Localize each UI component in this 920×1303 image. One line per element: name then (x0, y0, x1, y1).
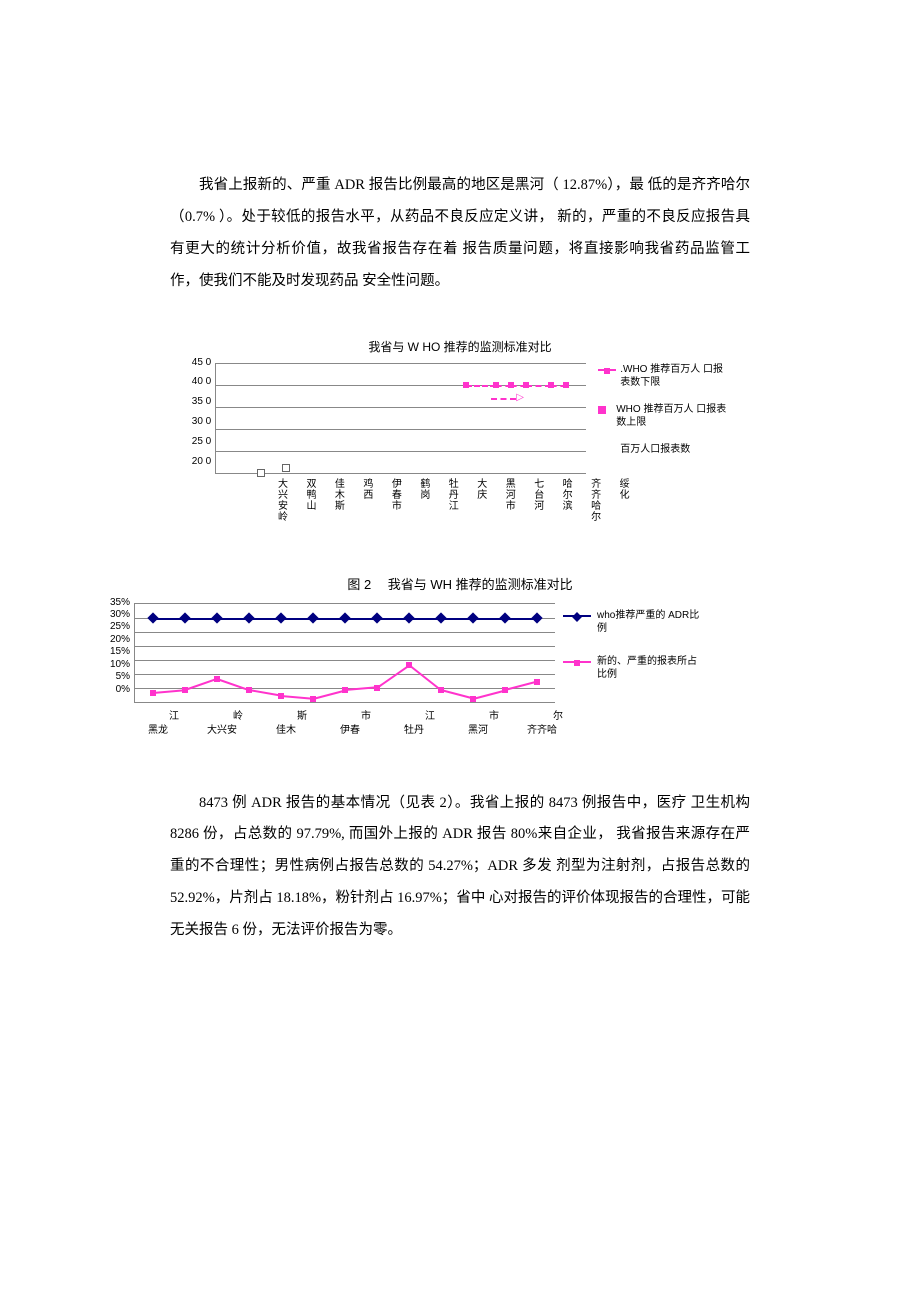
chart2-block: 35%30%25%20%15%10%5%0% who推荐严重的 ADR比例新的、… (110, 603, 750, 748)
chart1-x-labels: 大兴安岭双鸭山佳木斯鸡西伊春市鹤岗牡丹江大庆黑河市七台河哈尔滨齐齐哈尔绥化 (260, 474, 630, 544)
paragraph-2: 8473 例 ADR 报告的基本情况（见表 2）。我省上报的 8473 例报告中… (170, 788, 750, 947)
chart2-legend: who推荐严重的 ADR比例新的、严重的报表所占比例 (555, 603, 703, 703)
paragraph-1: 我省上报新的、严重 ADR 报告比例最高的地区是黑河（ 12.87%），最 低的… (170, 170, 750, 298)
chart1-plot-area: ▷ (215, 363, 586, 474)
figure-2-caption: 图 2 我省与 WH 推荐的监测标准对比 (170, 574, 750, 593)
chart1-title: 我省与 W HO 推荐的监测标准对比 (170, 338, 750, 355)
chart1-legend: .WHO 推荐百万人 口报表数下限WHO 推荐百万人 口报表数上限百万人口报表数 (586, 363, 728, 474)
chart1-block: 我省与 W HO 推荐的监测标准对比 45 040 035 030 025 02… (170, 338, 750, 544)
chart2-y-axis: 35%30%25%20%15%10%5%0% (110, 597, 134, 695)
chart1-y-axis: 45 040 035 030 025 020 0 (192, 357, 215, 467)
chart2-x-labels: 江黑龙岭大兴安斯佳木市伊春江牡丹市黑河尔齐齐哈 (144, 703, 564, 748)
chart2-plot-area (134, 603, 555, 703)
